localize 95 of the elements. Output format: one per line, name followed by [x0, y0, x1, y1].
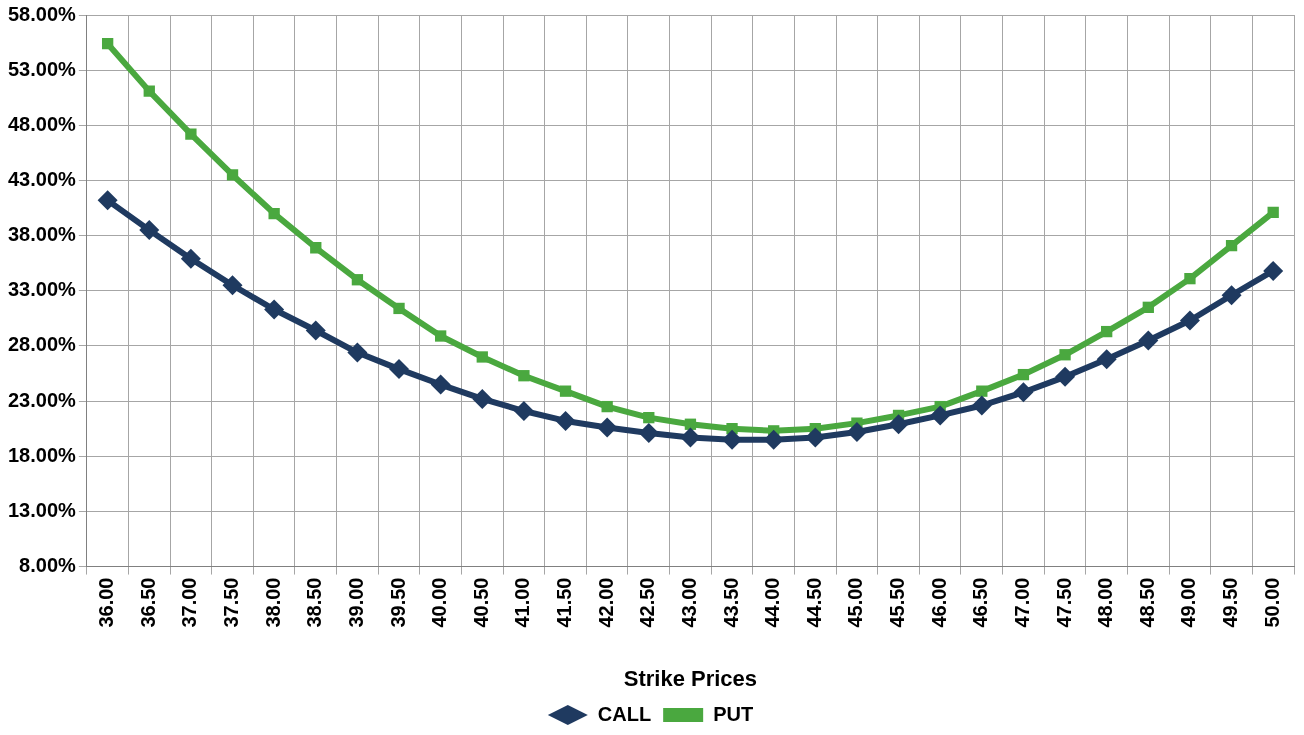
point — [310, 242, 322, 254]
point — [305, 320, 326, 341]
point — [1059, 349, 1071, 361]
x-tick-label: 50.00 — [1260, 577, 1283, 628]
point — [1096, 349, 1117, 370]
y-tick-label: 8.00% — [19, 554, 77, 577]
point — [393, 302, 405, 315]
point — [1017, 368, 1030, 381]
y-tick-label: 13.00% — [7, 498, 77, 521]
y-tick-label: 43.00% — [7, 167, 77, 190]
point — [930, 405, 951, 426]
point — [597, 417, 618, 438]
point — [722, 429, 743, 450]
x-tick-label: 47.00 — [1010, 577, 1033, 628]
x-tick-label: 43.00 — [677, 577, 700, 628]
y-tick-label: 58.00% — [7, 2, 77, 25]
point — [101, 38, 114, 50]
point — [559, 385, 572, 397]
point — [1184, 272, 1196, 285]
point — [139, 220, 160, 241]
point — [638, 423, 659, 444]
y-tick-label: 23.00% — [7, 388, 77, 411]
point — [268, 207, 280, 220]
point — [888, 414, 909, 435]
point — [513, 401, 534, 422]
point — [389, 359, 410, 380]
point — [976, 385, 988, 397]
point — [680, 427, 701, 448]
x-tick-label: 41.00 — [511, 577, 534, 628]
point — [472, 388, 493, 409]
point — [143, 85, 155, 97]
x-tick-label: 49.50 — [1219, 577, 1242, 628]
y-tick-label: 18.00% — [7, 443, 77, 466]
point — [1179, 310, 1200, 331]
point — [351, 274, 364, 286]
x-tick-label: 45.50 — [886, 577, 909, 628]
point — [846, 421, 867, 442]
point — [601, 400, 613, 413]
x-tick-label: 42.50 — [636, 577, 659, 628]
x-tick-label: 42.00 — [594, 577, 617, 628]
point — [555, 410, 576, 431]
x-tick-label: 38.00 — [261, 577, 284, 628]
x-tick-label: 38.50 — [303, 577, 326, 628]
x-tick-label: 46.50 — [969, 577, 992, 628]
x-tick-label: 45.00 — [844, 577, 867, 628]
x-tick-label: 44.50 — [802, 577, 825, 628]
point — [264, 299, 285, 320]
legend-label: PUT — [713, 702, 754, 725]
point — [518, 370, 530, 382]
x-tick-label: 39.00 — [344, 577, 367, 628]
x-axis-title: Strike Prices — [623, 665, 758, 691]
point — [1267, 206, 1279, 219]
point — [643, 411, 655, 424]
y-tick-label: 48.00% — [7, 112, 77, 135]
x-tick-label: 37.00 — [178, 577, 201, 628]
point — [476, 351, 488, 363]
x-tick-label: 43.50 — [719, 577, 742, 628]
point — [684, 418, 697, 430]
y-tick-label: 53.00% — [7, 57, 77, 80]
x-tick-label: 37.50 — [220, 577, 243, 628]
point — [222, 275, 243, 296]
x-tick-label: 39.50 — [386, 577, 409, 628]
x-tick-label: 49.00 — [1177, 577, 1200, 628]
x-tick-label: 44.00 — [761, 577, 784, 628]
point — [430, 374, 451, 395]
point — [1221, 285, 1242, 306]
legend-label: CALL — [597, 702, 652, 725]
point — [1055, 366, 1076, 387]
x-tick-label: 36.00 — [95, 577, 118, 628]
x-tick-label: 41.50 — [553, 577, 576, 628]
x-tick-label: 47.50 — [1052, 577, 1075, 628]
x-tick-label: 48.00 — [1094, 577, 1117, 628]
point — [1225, 239, 1238, 252]
point — [347, 342, 368, 363]
point — [763, 429, 784, 450]
y-tick-label: 28.00% — [7, 333, 77, 356]
point — [1142, 301, 1154, 313]
x-tick-label: 46.00 — [927, 577, 950, 628]
point — [435, 330, 447, 342]
point — [1138, 330, 1159, 351]
point — [180, 248, 201, 269]
point — [226, 169, 239, 181]
point — [1013, 382, 1034, 403]
point — [805, 427, 826, 448]
y-tick-label: 38.00% — [7, 223, 77, 246]
point — [1101, 325, 1113, 338]
point — [1263, 260, 1284, 281]
point — [971, 395, 992, 416]
x-tick-label: 36.50 — [136, 577, 159, 628]
x-tick-label: 40.00 — [428, 577, 451, 628]
x-tick-label: 40.50 — [469, 577, 492, 628]
x-tick-label: 48.50 — [1135, 577, 1158, 628]
point — [97, 190, 118, 211]
point — [185, 128, 197, 140]
y-tick-label: 33.00% — [7, 278, 77, 301]
